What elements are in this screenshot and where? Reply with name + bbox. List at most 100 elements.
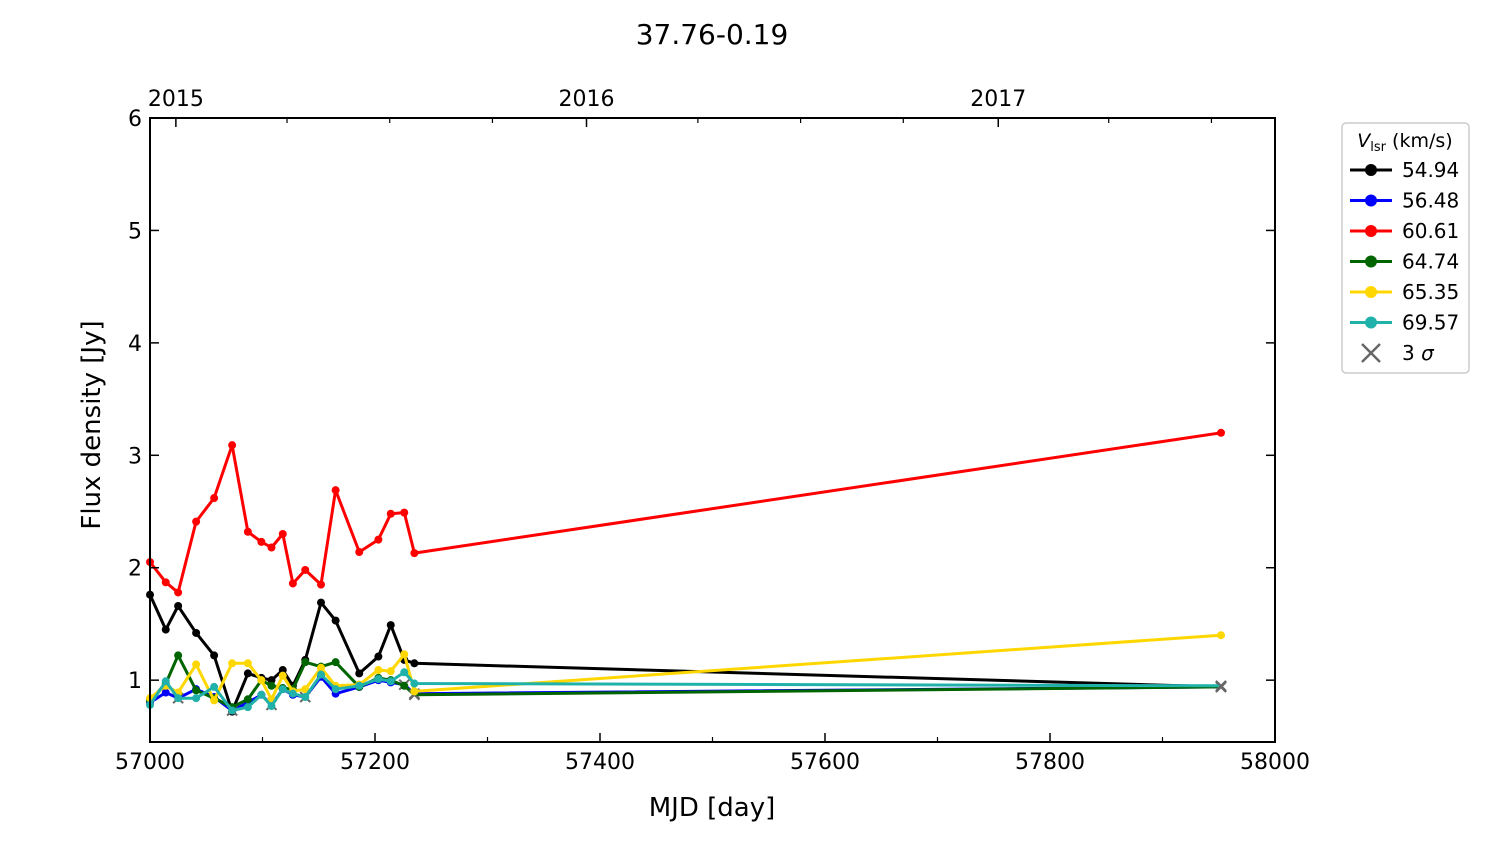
data-point	[1217, 631, 1225, 640]
data-point	[228, 659, 237, 668]
data-point	[301, 685, 310, 694]
x-tick-label: 58000	[1240, 750, 1310, 775]
legend-label: 56.48	[1402, 189, 1459, 213]
data-point	[267, 702, 276, 711]
legend-swatch-marker	[1365, 225, 1377, 237]
data-point	[243, 659, 252, 668]
data-point	[267, 676, 276, 685]
data-point	[192, 517, 201, 526]
data-point	[1217, 428, 1225, 437]
data-point	[257, 690, 266, 699]
data-point	[257, 537, 266, 546]
legend-label: 60.61	[1402, 219, 1459, 243]
legend: Vlsr (km/s) 54.94 56.48 60.61 64.74 65.35 69.5…	[1341, 122, 1470, 374]
data-point	[174, 601, 183, 610]
data-point	[288, 689, 297, 698]
data-point	[192, 660, 201, 669]
legend-box	[1341, 122, 1470, 374]
legend-title: Vlsr (km/s)	[1357, 130, 1452, 155]
data-point	[400, 508, 409, 517]
data-point	[210, 682, 219, 691]
series-layer	[146, 428, 1227, 717]
data-point	[210, 651, 219, 660]
data-point	[278, 666, 287, 675]
x-tick-label: 57800	[1015, 750, 1085, 775]
legend-swatch-marker	[1365, 164, 1377, 176]
data-point	[174, 694, 183, 703]
y-tick-label: 2	[128, 557, 142, 582]
data-point	[267, 681, 276, 690]
data-point	[192, 694, 201, 703]
data-point	[400, 668, 409, 677]
data-point	[192, 628, 201, 637]
top-tick-label: 2015	[148, 87, 204, 112]
legend-swatch-marker	[1365, 255, 1377, 268]
y-tick-label: 6	[128, 107, 142, 132]
data-point	[243, 527, 252, 536]
data-point	[386, 667, 395, 676]
data-point	[317, 598, 325, 607]
legend-swatch-marker	[1365, 286, 1377, 298]
data-point	[161, 625, 170, 634]
data-point	[267, 543, 276, 552]
legend-label: 69.57	[1402, 311, 1459, 335]
data-point	[374, 652, 383, 661]
data-point	[374, 535, 383, 544]
top-tick-label: 2016	[559, 87, 615, 112]
data-point	[278, 530, 287, 538]
x-tick-label: 57400	[565, 750, 635, 775]
legend-label: 64.74	[1402, 250, 1459, 274]
data-point	[317, 670, 325, 679]
plot-background	[150, 118, 1275, 742]
x-axis-label: MJD [day]	[649, 793, 776, 823]
data-point	[400, 681, 409, 690]
data-point	[243, 695, 252, 704]
data-point	[192, 686, 201, 695]
legend-upper-limit-stroke	[1361, 343, 1381, 363]
axes-layer: 57000 57200 57400 57600 57800 58000 2015 2016 20…	[115, 87, 1310, 775]
data-point	[386, 677, 395, 686]
series-line-54.94	[148, 594, 1222, 714]
data-point	[174, 651, 183, 660]
data-point	[288, 579, 297, 588]
data-point	[386, 621, 395, 630]
data-point	[331, 616, 340, 625]
data-point	[331, 658, 340, 667]
upper-limit-marker	[1215, 680, 1227, 692]
legend-label: 54.94	[1402, 158, 1459, 182]
legend-swatch-marker	[1365, 316, 1377, 329]
data-point	[257, 676, 266, 685]
legend-swatch-marker	[1365, 194, 1377, 207]
data-point	[374, 675, 383, 684]
y-tick-label: 3	[128, 444, 142, 469]
data-point	[301, 693, 310, 702]
data-point	[161, 688, 170, 697]
data-point	[210, 494, 219, 503]
data-point	[243, 669, 252, 678]
data-point	[174, 588, 183, 597]
data-point	[410, 659, 419, 668]
data-point	[210, 696, 219, 705]
series-line-60.61	[148, 431, 1222, 594]
x-tick-label: 57000	[115, 750, 185, 775]
legend-label-upper-limit: 3 σ	[1402, 341, 1435, 365]
legend-label: 65.35	[1402, 280, 1459, 304]
y-tick-label: 4	[128, 332, 142, 357]
data-point	[410, 687, 419, 696]
data-point	[228, 441, 237, 450]
x-tick-label: 57200	[340, 750, 410, 775]
data-point	[400, 650, 409, 659]
plot-area	[150, 118, 1275, 742]
top-tick-label: 2017	[970, 87, 1026, 112]
data-point	[355, 547, 364, 556]
data-point	[331, 685, 340, 694]
data-point	[331, 486, 340, 495]
data-point	[161, 677, 170, 686]
data-point	[374, 666, 383, 675]
data-point	[410, 549, 419, 558]
data-point	[301, 565, 310, 574]
data-point	[355, 681, 364, 690]
data-point	[317, 663, 325, 672]
chart-title: 37.76-0.19	[636, 18, 789, 51]
